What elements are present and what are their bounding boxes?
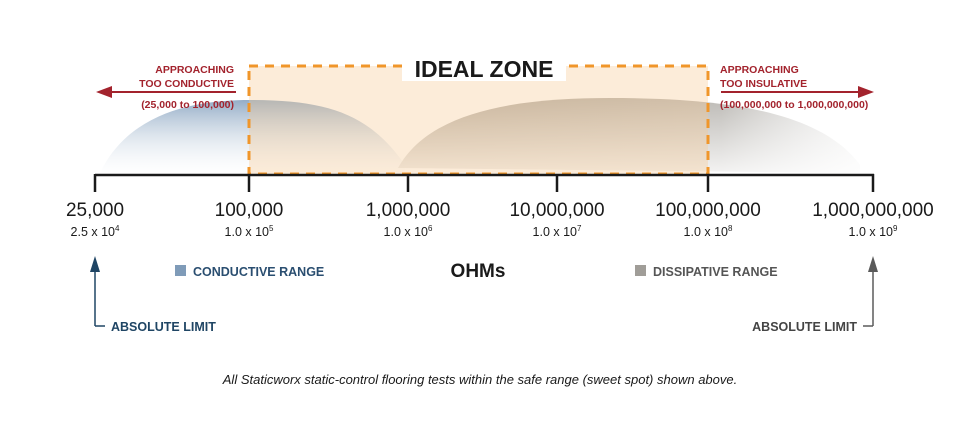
right-warning-range: (100,000,000 to 1,000,000,000) <box>720 99 868 111</box>
tick-exponent: 9 <box>893 224 898 233</box>
tick-value: 1,000,000,000 <box>812 200 934 221</box>
tick-value: 25,000 <box>66 200 124 221</box>
conductive-legend-swatch <box>175 265 186 276</box>
fade-overlay <box>95 95 875 175</box>
right-warning-line2: TOO INSULATIVE <box>720 78 807 90</box>
dissipative-legend-swatch <box>635 265 646 276</box>
left-warning-line2: TOO CONDUCTIVE <box>139 78 234 90</box>
tick-scientific: 1.0 x 106 <box>384 224 433 239</box>
dissipative-legend-label: DISSIPATIVE RANGE <box>653 265 778 279</box>
left-warning-range: (25,000 to 100,000) <box>141 99 234 111</box>
right-limit-arrow-icon <box>868 256 878 272</box>
left-arrow-icon <box>96 86 112 98</box>
tick-exponent: 7 <box>577 224 582 233</box>
right-arrow-icon <box>858 86 874 98</box>
tick-exponent: 8 <box>728 224 733 233</box>
tick-mantissa: 1.0 x 10 <box>849 225 894 239</box>
unit-label: OHMs <box>451 261 506 282</box>
tick-value: 10,000,000 <box>509 200 604 221</box>
tick-value: 100,000 <box>215 200 284 221</box>
tick-mantissa: 1.0 x 10 <box>384 225 429 239</box>
ideal-zone-label: IDEAL ZONE <box>415 56 554 82</box>
ideal-zone-label-bg <box>402 55 566 81</box>
tick-scientific: 1.0 x 105 <box>225 224 274 239</box>
tick-value: 1,000,000 <box>366 200 451 221</box>
right-absolute-limit-label: ABSOLUTE LIMIT <box>752 320 857 334</box>
tick-scientific: 1.0 x 107 <box>533 224 582 239</box>
conductive-legend-label: CONDUCTIVE RANGE <box>193 265 324 279</box>
caption: All Staticworx static-control flooring t… <box>222 372 737 387</box>
tick-exponent: 5 <box>269 224 274 233</box>
tick-mantissa: 1.0 x 10 <box>684 225 729 239</box>
left-absolute-limit-label: ABSOLUTE LIMIT <box>111 320 216 334</box>
tick-scientific: 2.5 x 104 <box>71 224 120 239</box>
tick-scientific: 1.0 x 109 <box>849 224 898 239</box>
tick-scientific: 1.0 x 108 <box>684 224 733 239</box>
left-limit-arrow-icon <box>90 256 100 272</box>
tick-mantissa: 1.0 x 10 <box>533 225 578 239</box>
tick-exponent: 6 <box>428 224 433 233</box>
right-warning-line1: APPROACHING <box>720 64 799 76</box>
tick-mantissa: 2.5 x 10 <box>71 225 116 239</box>
tick-exponent: 4 <box>115 224 120 233</box>
ideal-zone-box <box>247 64 710 176</box>
tick-mantissa: 1.0 x 10 <box>225 225 270 239</box>
tick-value: 100,000,000 <box>655 200 761 221</box>
left-warning-line1: APPROACHING <box>155 64 234 76</box>
